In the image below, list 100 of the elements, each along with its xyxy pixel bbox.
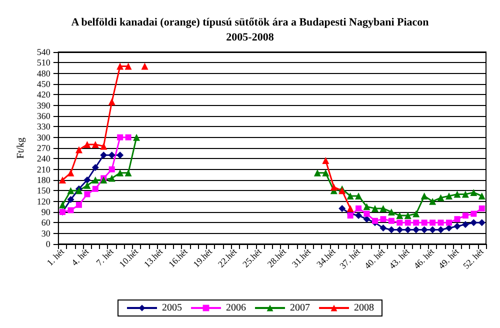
y-tick-label: 120 [36,196,51,206]
point [437,194,444,202]
point [420,226,428,234]
point [454,222,461,230]
y-tick-label: 0 [46,239,51,249]
y-tick-label: 390 [36,100,51,110]
point [67,169,74,176]
point [125,134,132,140]
point [363,203,370,210]
point [478,192,486,200]
y-tick-label: 300 [36,132,51,142]
point [124,62,132,70]
chart-title: A belföldi kanadai (orange) típusú sütőtök ára a Budapesti Nagybani Piacon 2005-2008 [71,16,429,44]
point [412,226,420,234]
x-tick-label: 52. hét [461,246,486,271]
x-tick-label: 43. hét [387,246,412,271]
point [437,226,444,234]
y-tick-label: 210 [36,164,51,174]
point [108,152,116,159]
y-tick-label: 330 [36,122,51,132]
y-tick-label: 240 [36,154,51,164]
point [116,169,124,176]
point [396,226,404,234]
point [347,212,354,219]
point [338,204,346,212]
point [372,218,378,224]
point [84,182,91,189]
point [355,212,362,220]
point [430,220,436,226]
y-tick-label: 420 [36,90,51,100]
point [380,224,387,232]
legend-label: 2006 [226,302,246,314]
point [388,218,394,224]
point [92,186,98,192]
point [371,204,378,212]
point [462,220,469,228]
point [396,220,403,226]
point [446,220,452,226]
point [380,204,387,212]
point [404,212,412,220]
point [346,204,354,212]
point [116,152,124,159]
point [478,219,486,226]
point [438,220,444,226]
point [67,187,74,194]
point [420,192,428,200]
x-tick-label: 46. hét [412,246,436,271]
point [59,201,66,208]
point [454,190,461,198]
point [108,98,116,106]
x-tick-label: 37. hét [338,246,362,271]
point [92,140,99,148]
legend-label: 2005 [162,302,182,314]
point [355,192,362,200]
point [100,142,108,150]
point [92,176,99,184]
point [124,169,132,176]
y-tick-label: 30 [41,228,51,238]
point [314,169,321,176]
point [412,210,420,218]
point [445,192,452,200]
point [108,166,115,172]
point [356,205,362,212]
point [330,184,338,191]
point [470,219,478,226]
point [404,226,412,234]
x-tick-label: 40. hét [362,246,388,271]
point [133,134,140,141]
point [478,205,485,212]
point [67,196,74,204]
y-tick-label: 480 [36,68,51,78]
y-tick-label: 180 [36,175,51,185]
point [68,207,74,214]
y-tick-label: 90 [41,207,51,217]
point [100,152,108,159]
point [404,220,411,226]
x-tick-label: 7. hét [94,246,116,268]
point [141,62,148,70]
point [380,216,386,222]
point [470,188,478,196]
y-tick-label: 360 [36,111,51,121]
point [462,190,469,198]
point [75,146,82,154]
x-tick-label: 1. hét [44,246,66,268]
y-tick-label: 150 [36,186,51,196]
point [470,210,477,217]
legend-label: 2007 [290,302,310,314]
point [92,164,99,172]
x-tick-label: 49. hét [436,246,462,271]
point [388,226,395,234]
y-tick-label: 60 [41,218,51,228]
point [84,176,91,184]
y-tick-label: 450 [36,79,51,89]
point [429,226,436,234]
y-tick-label: 540 [36,47,51,57]
x-tick-label: 4. hét [70,246,92,268]
point [388,208,395,216]
y-tick-label: 270 [36,143,51,153]
point [116,62,124,70]
point [84,191,90,198]
